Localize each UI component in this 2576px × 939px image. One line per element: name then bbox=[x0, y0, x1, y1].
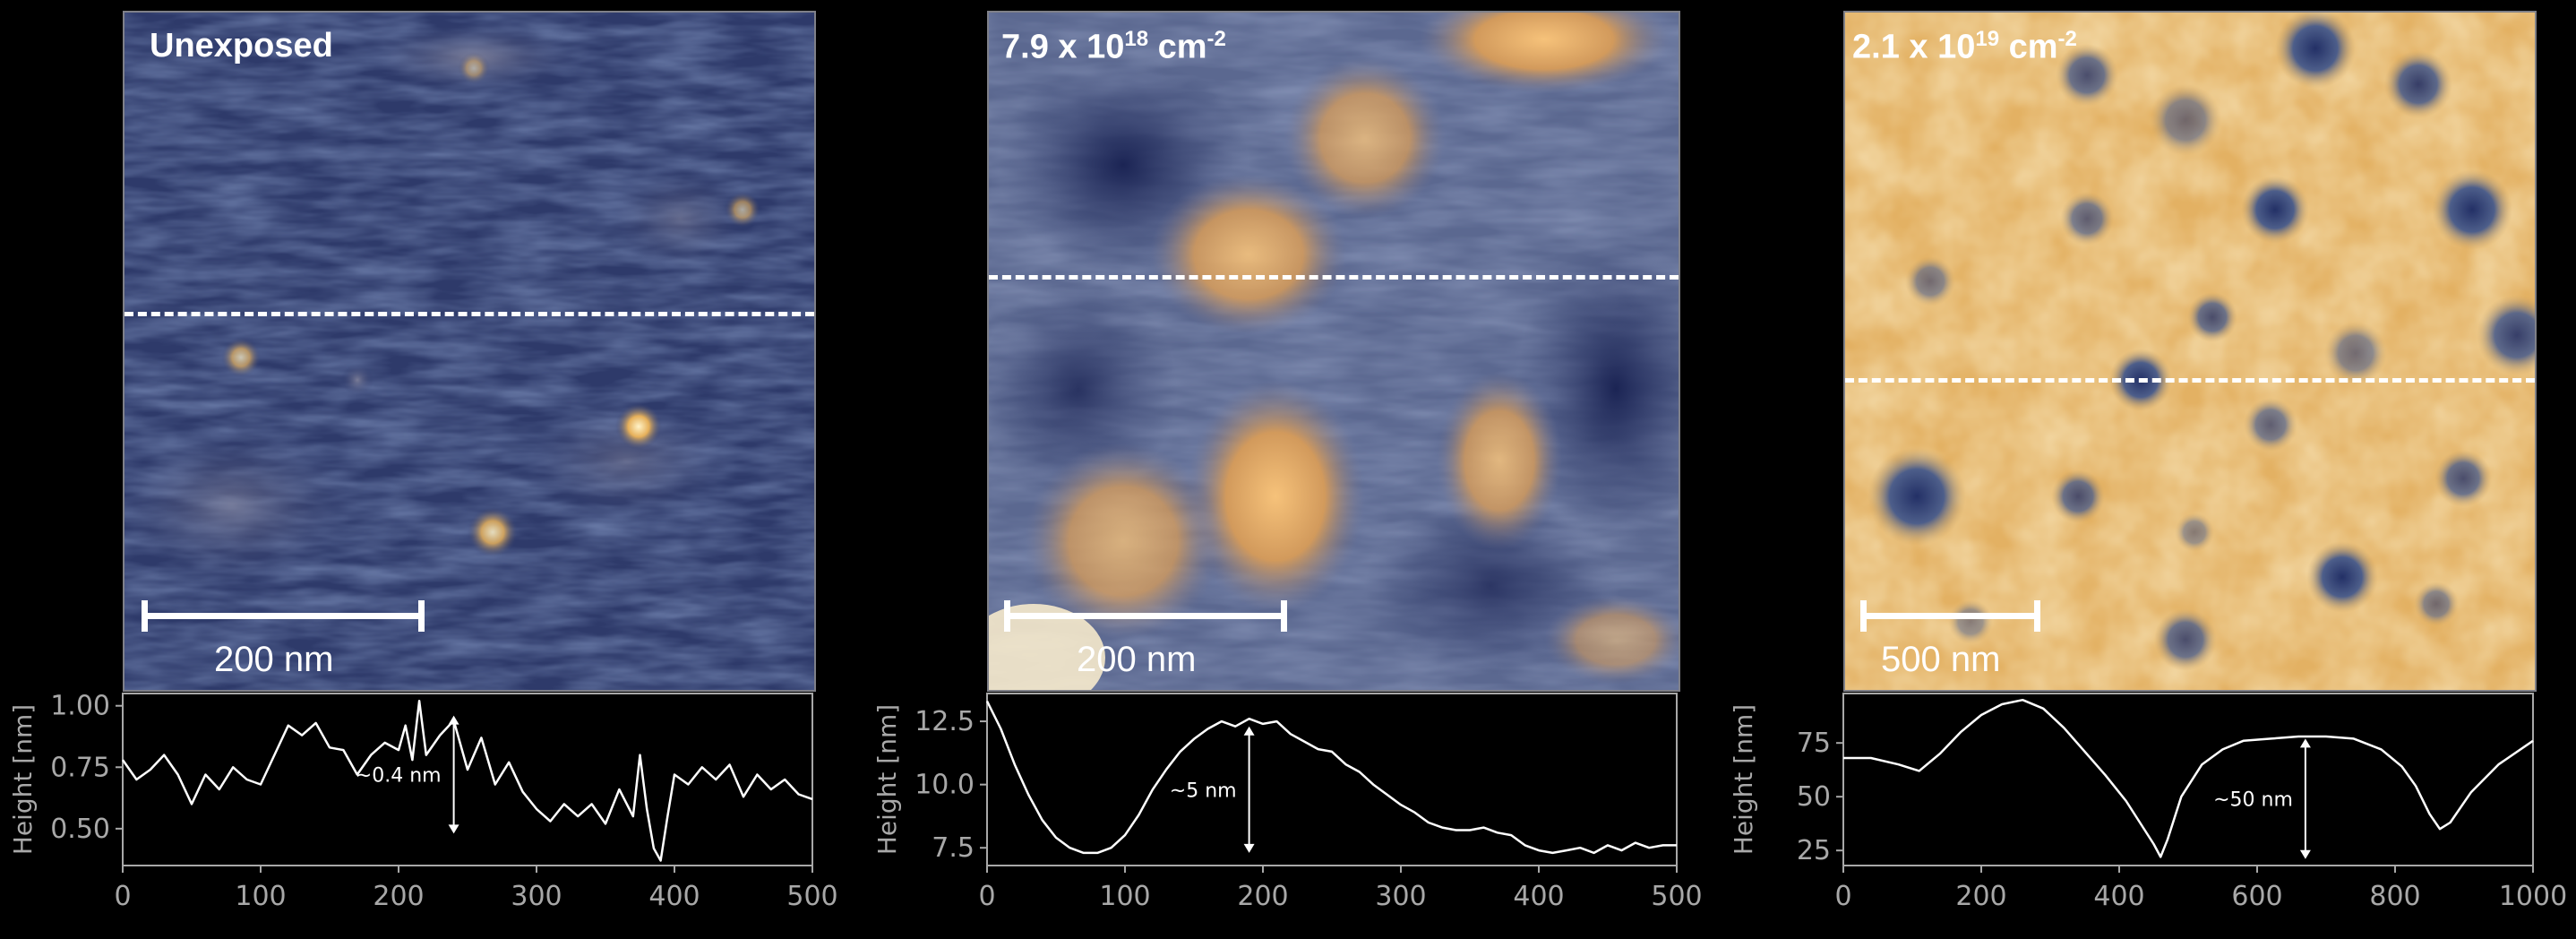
plot-frame bbox=[1842, 693, 2534, 866]
y-tick-label: 12.5 bbox=[914, 706, 975, 737]
panel-unexposed: Unexposed 200 nm 0 100 200 300 400 500 0.50 0.7… bbox=[0, 0, 838, 939]
x-tick-label: 600 bbox=[2231, 881, 2282, 912]
profile-chart-2: 0 200 400 600 800 1000 25 50 75 Height [nm] ~50 nm bbox=[1729, 693, 2567, 912]
height-profile-line bbox=[1843, 698, 2534, 858]
afm-texture-unexposed bbox=[125, 13, 814, 690]
scale-bar bbox=[1004, 600, 1287, 632]
x-tick-label: 400 bbox=[2093, 881, 2144, 912]
scale-bar-label: 200 nm bbox=[1077, 640, 1197, 679]
height-profile-line bbox=[985, 700, 1677, 855]
profile-line bbox=[125, 312, 814, 316]
y-axis-label: Height [nm] bbox=[872, 704, 902, 855]
x-tick-label: 0 bbox=[978, 881, 995, 912]
scale-bar bbox=[142, 600, 425, 632]
arrow-head-top bbox=[448, 715, 459, 725]
afm-texture-mid bbox=[989, 13, 1679, 690]
profile-line bbox=[989, 275, 1679, 280]
y-axis-label: Height [nm] bbox=[1729, 704, 1758, 855]
plot-frame bbox=[122, 693, 813, 866]
y-tick-label: 7.5 bbox=[932, 832, 975, 864]
afm-image-2.1e19: 2.1 x 1019 cm-2 500 nm bbox=[1843, 11, 2537, 692]
x-tick-label: 100 bbox=[235, 881, 286, 912]
profile-chart-0: 0 100 200 300 400 500 0.50 0.75 1.00 Height [nm] ~… bbox=[8, 691, 838, 912]
image-label: Unexposed bbox=[150, 27, 333, 65]
scale-bar-label: 200 nm bbox=[214, 640, 334, 679]
image-label: 7.9 x 1018 cm-2 bbox=[1001, 27, 1226, 66]
x-tick-label: 500 bbox=[786, 881, 837, 912]
profile-chart-1: 0 100 200 300 400 500 7.5 10.0 12.5 Height [nm] ~5… bbox=[872, 693, 1703, 912]
arrow-head-bottom bbox=[2299, 849, 2311, 859]
x-tick-label: 100 bbox=[1099, 881, 1150, 912]
x-tick-label: 400 bbox=[648, 881, 700, 912]
profile-line bbox=[1845, 378, 2535, 383]
x-tick-label: 500 bbox=[1651, 881, 1702, 912]
afm-image-7.9e18: 7.9 x 1018 cm-2 200 nm bbox=[987, 11, 1680, 692]
y-tick-label: 25 bbox=[1797, 835, 1831, 866]
x-tick-label: 400 bbox=[1513, 881, 1564, 912]
annotation-label: ~5 nm bbox=[1170, 780, 1237, 802]
arrow-head-top bbox=[2299, 738, 2311, 748]
annotation-label: ~0.4 nm bbox=[356, 765, 442, 788]
panel-7.9e18: 7.9 x 1018 cm-2 200 nm 0 100 200 300 400 500 7… bbox=[860, 0, 1703, 939]
arrow-head-bottom bbox=[1243, 843, 1255, 853]
arrow-head-top bbox=[1243, 726, 1255, 736]
y-axis-label: Height [nm] bbox=[8, 704, 38, 855]
height-profile-unexposed: 0 100 200 300 400 500 0.50 0.75 1.00 Height [nm] ~… bbox=[0, 690, 842, 939]
arrow-head-bottom bbox=[448, 824, 459, 834]
scale-bar-label: 500 nm bbox=[1881, 640, 2001, 679]
height-profile-7.9e18: 0 100 200 300 400 500 7.5 10.0 12.5 Height [nm] ~5… bbox=[860, 690, 1703, 939]
y-tick-label: 50 bbox=[1797, 781, 1831, 813]
scale-bar bbox=[1860, 600, 2040, 632]
x-tick-label: 0 bbox=[1834, 881, 1851, 912]
height-profile-line bbox=[121, 699, 813, 862]
panel-2.1e19: 2.1 x 1019 cm-2 500 nm 0 200 400 600 800 1000… bbox=[1718, 0, 2576, 939]
y-tick-label: 1.00 bbox=[50, 691, 110, 722]
afm-image-unexposed: Unexposed 200 nm bbox=[123, 11, 816, 692]
annotation-label: ~50 nm bbox=[2213, 789, 2293, 812]
height-profile-2.1e19: 0 200 400 600 800 1000 25 50 75 Height [nm] ~50 nm bbox=[1718, 690, 2576, 939]
plot-frame bbox=[986, 693, 1678, 866]
x-tick-label: 300 bbox=[1375, 881, 1426, 912]
image-label: 2.1 x 1019 cm-2 bbox=[1852, 27, 2077, 66]
afm-texture-high bbox=[1845, 13, 2535, 690]
x-tick-label: 0 bbox=[114, 881, 131, 912]
y-tick-label: 10.0 bbox=[914, 770, 975, 801]
x-tick-label: 1000 bbox=[2499, 881, 2567, 912]
x-tick-label: 200 bbox=[373, 881, 424, 912]
x-tick-label: 200 bbox=[1955, 881, 2006, 912]
x-tick-label: 200 bbox=[1237, 881, 1288, 912]
x-tick-label: 800 bbox=[2369, 881, 2420, 912]
x-tick-label: 300 bbox=[511, 881, 562, 912]
y-tick-label: 0.50 bbox=[50, 814, 110, 845]
y-tick-label: 0.75 bbox=[50, 752, 110, 783]
y-tick-label: 75 bbox=[1797, 728, 1831, 759]
